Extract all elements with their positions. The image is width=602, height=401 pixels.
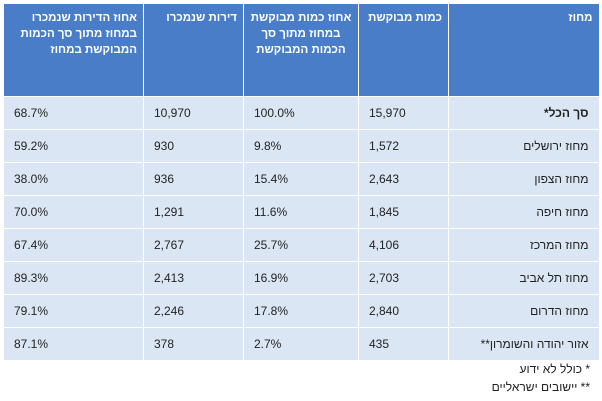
pct-sold-cell: 79.1% (3, 293, 144, 327)
pct-sold-cell: 59.2% (3, 128, 144, 162)
region-cell: מחוז חיפה (448, 194, 599, 228)
requested-cell: 1,845 (358, 194, 449, 228)
pct-sold-cell: 70.0% (3, 194, 144, 228)
table-row: סך הכל* 15,970 100.0% 10,970 68.7% (3, 95, 599, 129)
region-cell: סך הכל* (448, 95, 599, 129)
requested-cell: 15,970 (358, 95, 449, 129)
sold-cell: 936 (143, 161, 244, 195)
sold-cell: 10,970 (143, 95, 244, 129)
pct-requested-cell: 9.8% (243, 128, 359, 162)
data-table-container: מחוז כמות מבוקשת אחוז כמות מבוקשת במחוז … (3, 4, 599, 360)
pct-sold-cell: 38.0% (3, 161, 144, 195)
footnotes: * כולל לא ידוע ** יישובים ישראליים (492, 360, 590, 396)
region-cell: אזור יהודה והשומרון** (448, 326, 599, 360)
header-pct-sold: אחוז הדירות שנמכרו במחוז מתוך סך הכמות ה… (3, 4, 144, 96)
header-pct-requested: אחוז כמות מבוקשת במחוז מתוך סך הכמות המב… (243, 4, 359, 96)
sold-cell: 2,413 (143, 260, 244, 294)
header-region: מחוז (448, 4, 599, 96)
header-row: מחוז כמות מבוקשת אחוז כמות מבוקשת במחוז … (3, 4, 599, 96)
region-cell: מחוז המרכז (448, 227, 599, 261)
table-row: מחוז הדרום 2,840 17.8% 2,246 79.1% (3, 293, 599, 327)
sold-cell: 2,767 (143, 227, 244, 261)
requested-cell: 1,572 (358, 128, 449, 162)
header-requested: כמות מבוקשת (358, 4, 449, 96)
footnote-unknown: * כולל לא ידוע (519, 362, 590, 376)
region-cell: מחוז הצפון (448, 161, 599, 195)
requested-cell: 2,643 (358, 161, 449, 195)
requested-cell: 4,106 (358, 227, 449, 261)
table-row: מחוז הצפון 2,643 15.4% 936 38.0% (3, 161, 599, 195)
region-cell: מחוז הדרום (448, 293, 599, 327)
sold-cell: 930 (143, 128, 244, 162)
pct-sold-cell: 68.7% (3, 95, 144, 129)
pct-requested-cell: 17.8% (243, 293, 359, 327)
table-row: אזור יהודה והשומרון** 435 2.7% 378 87.1% (3, 326, 599, 360)
table-row: מחוז תל אביב 2,703 16.9% 2,413 89.3% (3, 260, 599, 294)
table-row: מחוז המרכז 4,106 25.7% 2,767 67.4% (3, 227, 599, 261)
pct-requested-cell: 16.9% (243, 260, 359, 294)
table-row: מחוז ירושלים 1,572 9.8% 930 59.2% (3, 128, 599, 162)
pct-requested-cell: 11.6% (243, 194, 359, 228)
sales-table: מחוז כמות מבוקשת אחוז כמות מבוקשת במחוז … (3, 4, 599, 360)
pct-requested-cell: 100.0% (243, 95, 359, 129)
table-row: מחוז חיפה 1,845 11.6% 1,291 70.0% (3, 194, 599, 228)
pct-requested-cell: 15.4% (243, 161, 359, 195)
pct-sold-cell: 87.1% (3, 326, 144, 360)
footnote-settlements: ** יישובים ישראליים (491, 380, 590, 394)
sold-cell: 2,246 (143, 293, 244, 327)
sold-cell: 378 (143, 326, 244, 360)
pct-sold-cell: 89.3% (3, 260, 144, 294)
requested-cell: 2,703 (358, 260, 449, 294)
requested-cell: 435 (358, 326, 449, 360)
pct-sold-cell: 67.4% (3, 227, 144, 261)
header-sold: דירות שנמכרו (143, 4, 244, 96)
sold-cell: 1,291 (143, 194, 244, 228)
pct-requested-cell: 25.7% (243, 227, 359, 261)
region-cell: מחוז ירושלים (448, 128, 599, 162)
requested-cell: 2,840 (358, 293, 449, 327)
pct-requested-cell: 2.7% (243, 326, 359, 360)
region-cell: מחוז תל אביב (448, 260, 599, 294)
